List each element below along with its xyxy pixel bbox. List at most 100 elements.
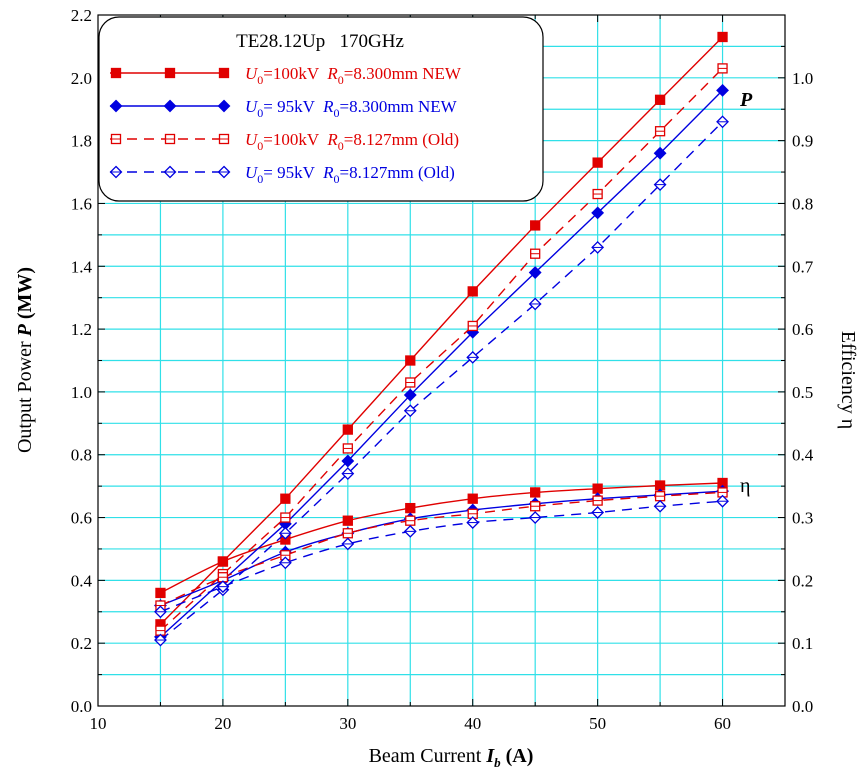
y-tick-label: 0.8 bbox=[71, 446, 92, 465]
axis-ticks: 10 20 30 40 50 60 0.0 0.2 0.4 0.6 0.8 1.0 1.2 1.4 1.6 1… bbox=[71, 6, 814, 733]
legend-marker bbox=[164, 133, 176, 145]
power-point bbox=[467, 320, 478, 332]
power-point bbox=[278, 526, 292, 540]
power-point bbox=[405, 355, 416, 366]
legend-marker bbox=[109, 165, 123, 179]
legend-marker bbox=[110, 133, 122, 145]
legend-box bbox=[98, 16, 544, 202]
legend-marker bbox=[218, 67, 230, 79]
y2-tick-label: 0.7 bbox=[792, 257, 814, 276]
x-tick-label: 50 bbox=[589, 714, 606, 733]
power-point bbox=[530, 248, 541, 259]
efficiency-point bbox=[653, 499, 667, 513]
y2-tick-label: 1.0 bbox=[792, 69, 813, 88]
legend-marker bbox=[217, 99, 231, 113]
efficiency-point bbox=[342, 528, 353, 539]
x-axis-title: Beam Current Ib (A) bbox=[369, 745, 534, 770]
y2-tick-label: 0.6 bbox=[792, 320, 813, 339]
power-point bbox=[591, 241, 605, 254]
power-point bbox=[342, 443, 353, 454]
power-line bbox=[159, 36, 724, 625]
legend-marker bbox=[163, 165, 177, 179]
efficiency-line bbox=[160, 490, 723, 607]
series-layer bbox=[154, 31, 729, 647]
power-curve-label: P bbox=[739, 89, 753, 111]
y2-tick-label: 0.5 bbox=[792, 383, 813, 402]
power-point bbox=[716, 83, 729, 97]
efficiency-point bbox=[342, 515, 353, 526]
power-point bbox=[654, 94, 666, 105]
efficiency-point bbox=[341, 537, 355, 551]
y-tick-label: 1.8 bbox=[71, 132, 92, 151]
power-point bbox=[280, 493, 291, 504]
y-tick-label: 0.0 bbox=[71, 697, 92, 716]
x-tick-label: 30 bbox=[339, 714, 356, 733]
legend-label: U0= 95kV R0=8.127mm (Old) bbox=[245, 163, 455, 186]
efficiency-point bbox=[403, 524, 417, 538]
legend-entries: U0=100kV R0=8.300mm NEW U0= 95kV R0=8.300… bbox=[109, 64, 462, 186]
efficiency-point bbox=[154, 605, 167, 619]
power-point bbox=[467, 286, 478, 297]
efficiency-point bbox=[466, 516, 480, 529]
y-tick-label: 0.4 bbox=[71, 571, 93, 590]
x-tick-label: 40 bbox=[464, 714, 481, 733]
efficiency-point bbox=[155, 587, 166, 599]
power-point bbox=[717, 63, 728, 74]
power-point bbox=[341, 467, 355, 480]
y2-tick-label: 0.2 bbox=[792, 571, 813, 590]
plot-frame bbox=[97, 14, 786, 707]
power-point bbox=[342, 424, 353, 435]
power-point bbox=[528, 297, 542, 311]
power-point bbox=[591, 206, 605, 220]
x-tick-label: 10 bbox=[90, 714, 107, 733]
legend: TE28.12Up 170GHz U0=100kV R0=8.300mm NEW… bbox=[98, 16, 544, 202]
power-line bbox=[159, 89, 724, 638]
power-point bbox=[530, 220, 541, 231]
power-point bbox=[653, 178, 667, 192]
power-point bbox=[654, 126, 666, 137]
efficiency-point bbox=[591, 506, 605, 519]
legend-entry-2: U0= 95kV R0=8.300mm NEW bbox=[109, 97, 458, 120]
power-point bbox=[717, 31, 728, 43]
power-point bbox=[653, 146, 667, 160]
efficiency-point bbox=[467, 493, 478, 504]
efficiency-point bbox=[278, 556, 292, 570]
efficiency-point bbox=[216, 580, 230, 594]
power-point bbox=[466, 350, 480, 364]
power-point bbox=[403, 404, 417, 418]
efficiency-point bbox=[716, 494, 729, 508]
power-point bbox=[528, 266, 542, 279]
power-point bbox=[405, 377, 416, 388]
efficiency-point bbox=[405, 515, 416, 526]
legend-entry-4: U0= 95kV R0=8.127mm (Old) bbox=[109, 163, 455, 186]
efficiency-line bbox=[160, 482, 723, 594]
efficiency-point bbox=[528, 511, 542, 524]
x-tick-label: 20 bbox=[214, 714, 231, 733]
y-tick-label: 0.6 bbox=[71, 509, 92, 528]
power-point bbox=[592, 157, 603, 168]
legend-marker bbox=[164, 67, 176, 79]
y-tick-label: 1.0 bbox=[71, 383, 92, 402]
y2-tick-label: 0.0 bbox=[792, 697, 813, 716]
y-tick-label: 1.6 bbox=[71, 194, 92, 213]
efficiency-line bbox=[160, 500, 723, 613]
legend-marker bbox=[163, 99, 177, 113]
y2-tick-label: 0.9 bbox=[792, 132, 813, 151]
y2-tick-label: 0.1 bbox=[792, 634, 813, 653]
power-point bbox=[280, 512, 291, 523]
power-point bbox=[154, 633, 167, 647]
legend-title: TE28.12Up 170GHz bbox=[236, 31, 404, 52]
legend-label: U0=100kV R0=8.300mm NEW bbox=[245, 64, 462, 87]
legend-marker bbox=[110, 67, 122, 79]
x-tick-label: 60 bbox=[714, 714, 731, 733]
power-point bbox=[403, 388, 417, 402]
legend-entry-1: U0=100kV R0=8.300mm NEW bbox=[110, 64, 462, 87]
legend-entry-3: U0=100kV R0=8.127mm (Old) bbox=[110, 130, 459, 153]
series-4 bbox=[154, 115, 729, 647]
efficiency-point bbox=[654, 491, 666, 502]
y-tick-label: 1.2 bbox=[71, 320, 92, 339]
legend-marker bbox=[217, 165, 231, 179]
power-line bbox=[159, 67, 724, 632]
power-line bbox=[160, 121, 724, 641]
power-point bbox=[716, 115, 729, 129]
